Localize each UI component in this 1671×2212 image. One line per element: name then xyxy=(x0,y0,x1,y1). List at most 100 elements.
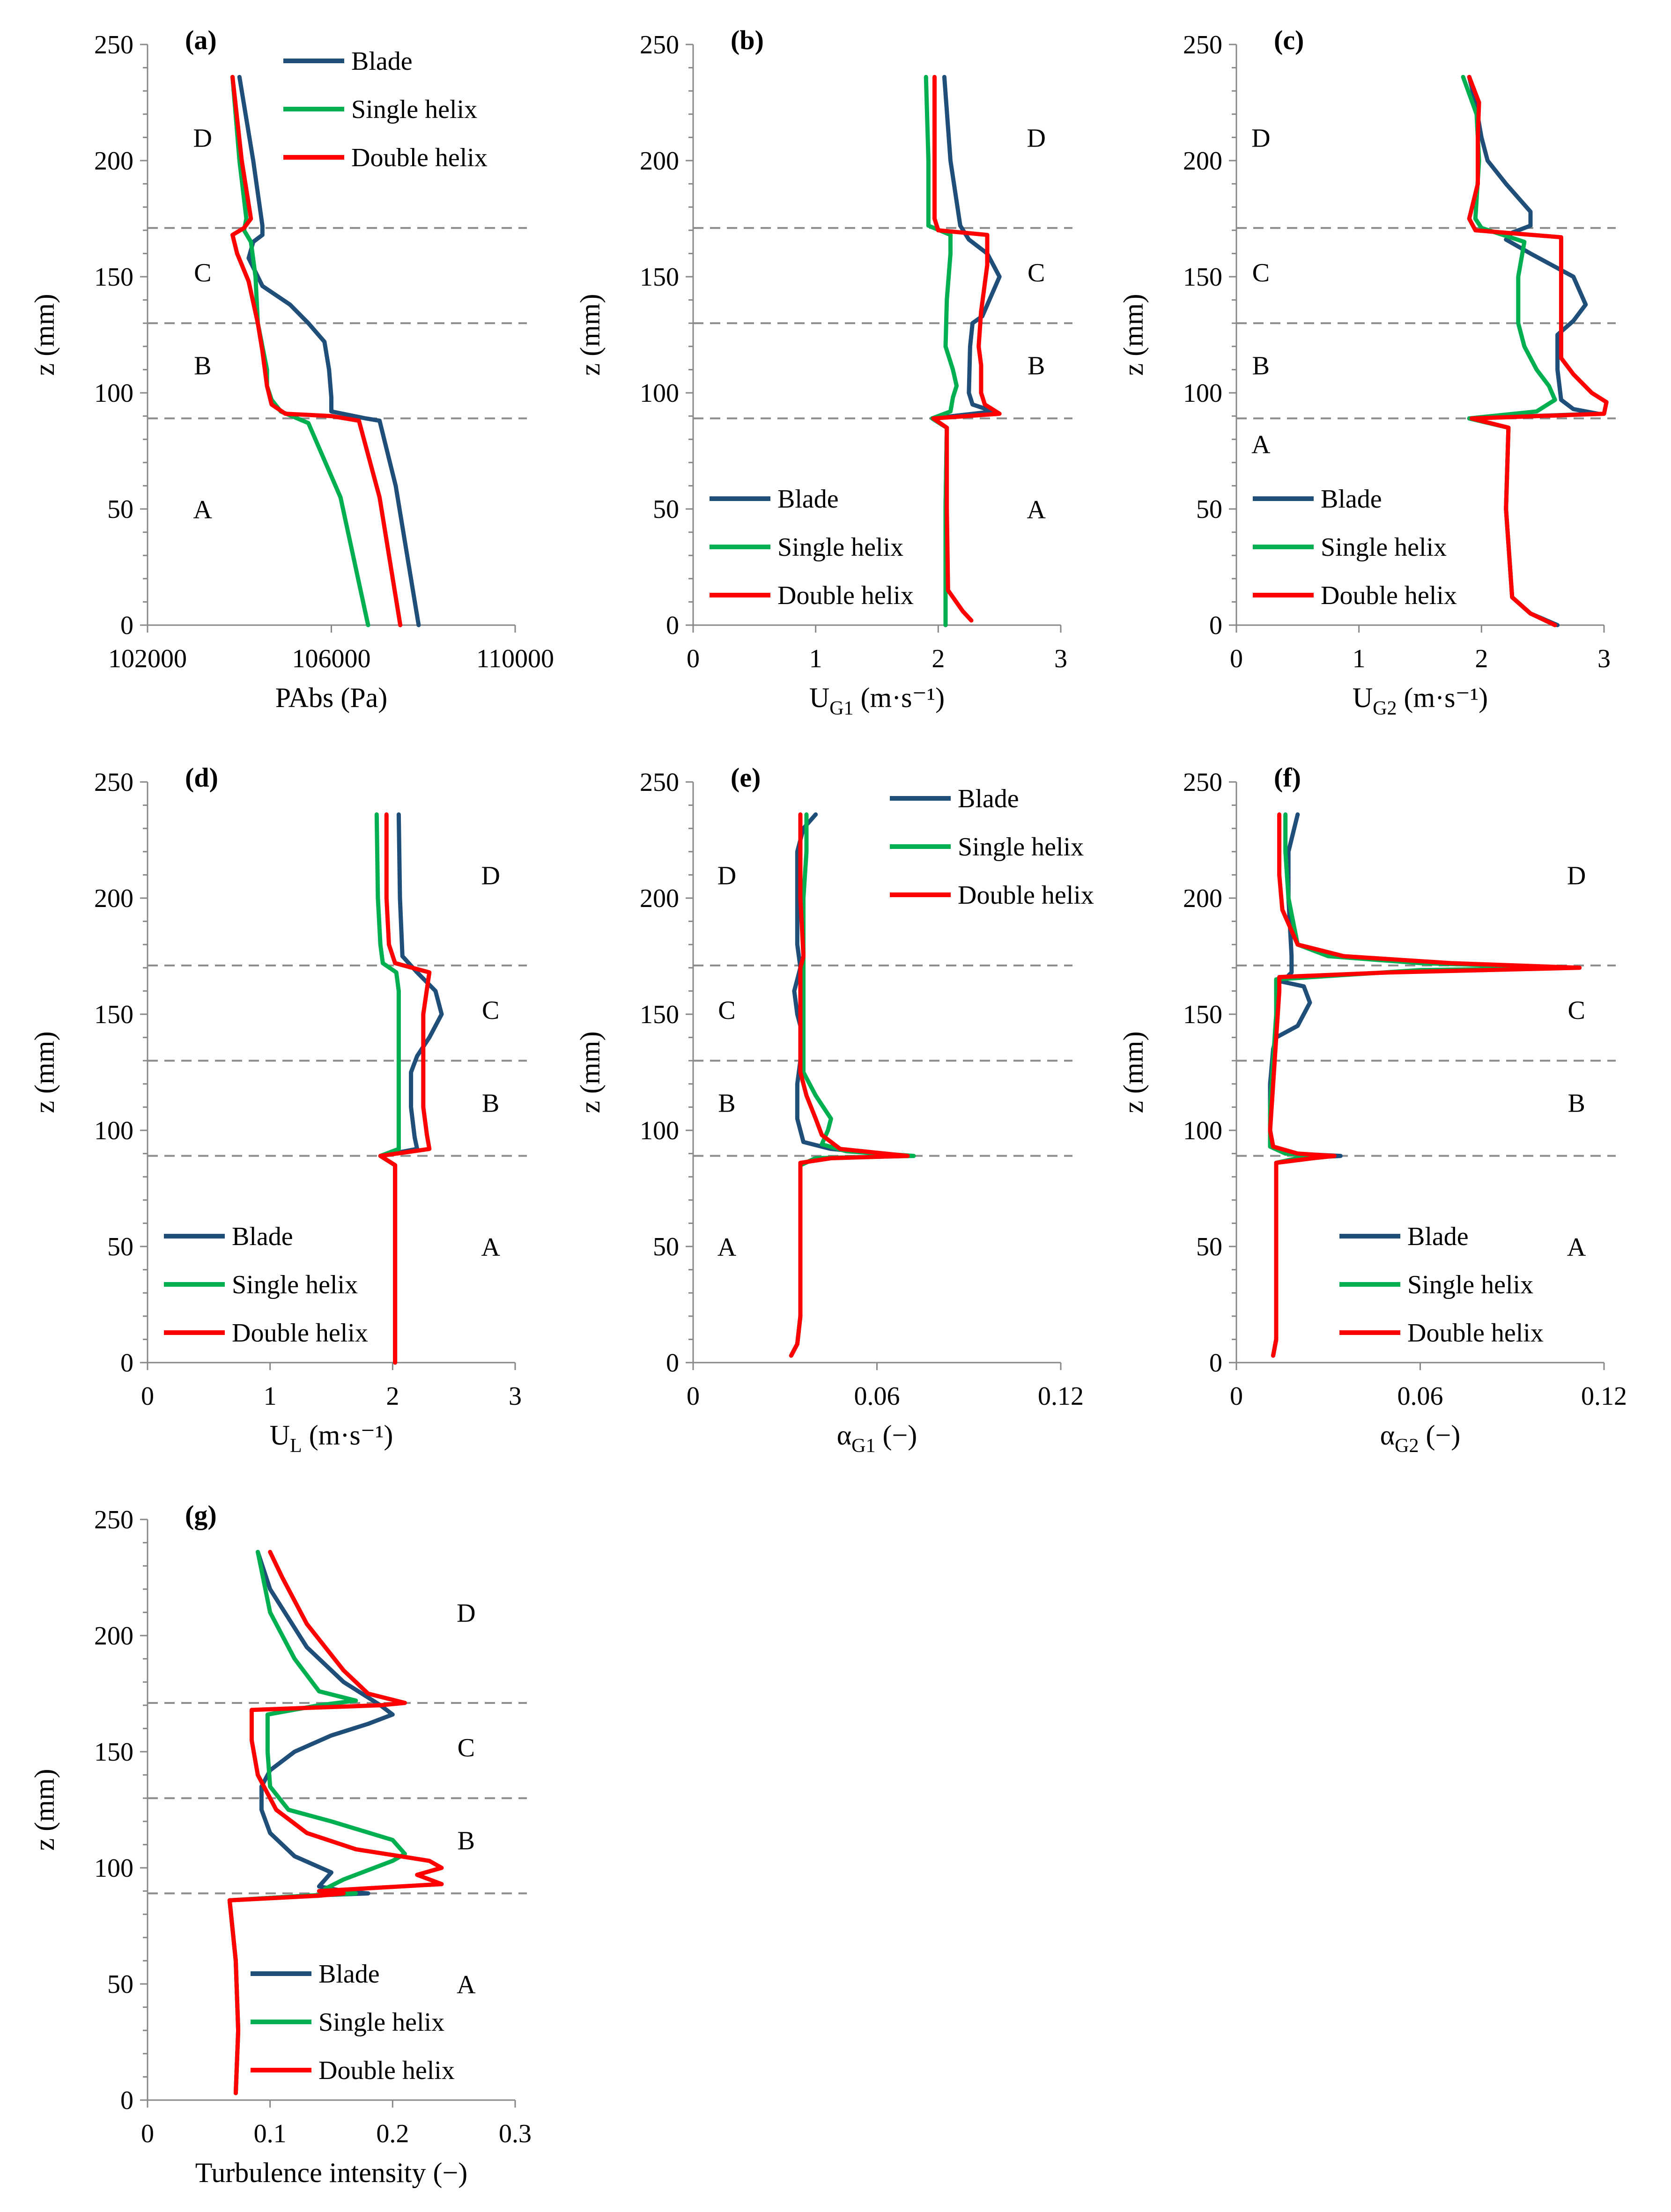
x-axis-title: αG2 (−) xyxy=(1380,1420,1461,1457)
y-tick-label: 150 xyxy=(640,263,679,292)
x-axis-title-unit: (−) xyxy=(875,1420,917,1451)
series-line-double-helix xyxy=(931,74,1002,623)
y-tick-label: 200 xyxy=(94,884,133,913)
zone-label: B xyxy=(1252,351,1270,380)
x-tick-label: 0 xyxy=(141,1382,154,1411)
legend-label: Single helix xyxy=(351,95,477,124)
x-axis-title: UG1 (m·s⁻¹) xyxy=(809,682,945,719)
y-tick-label: 200 xyxy=(94,1622,133,1651)
y-tick-label: 0 xyxy=(1209,611,1222,640)
x-axis-title-unit: (−) xyxy=(1419,1420,1460,1451)
zone-label: C xyxy=(1252,258,1270,288)
zone-label: C xyxy=(718,996,735,1025)
chart-panel-c: 0 50 100 150 200 250 0 1 2 3 A B C D Blade Single helix… xyxy=(1118,25,1616,719)
chart-panel-a: 0 50 100 150 200 250 102000 106000 110000 A B C D Bla… xyxy=(29,25,554,713)
zone-label: C xyxy=(1028,258,1045,288)
zone-label: B xyxy=(718,1089,735,1118)
y-tick-label: 200 xyxy=(640,884,679,913)
legend-label: Blade xyxy=(777,485,839,514)
x-axis-title-unit: (m·s⁻¹) xyxy=(1397,682,1488,713)
y-tick-label: 150 xyxy=(640,1000,679,1029)
zone-label: D xyxy=(1251,124,1270,153)
y-axis-title: z (mm) xyxy=(29,1032,60,1113)
y-tick-label: 150 xyxy=(1183,1000,1222,1029)
y-tick-label: 250 xyxy=(1183,768,1222,797)
y-tick-label: 0 xyxy=(1209,1349,1222,1378)
x-tick-label: 0.3 xyxy=(499,2119,532,2148)
zone-label: D xyxy=(481,861,500,890)
zone-label: B xyxy=(194,351,211,380)
legend-label: Single helix xyxy=(958,833,1084,862)
x-tick-label: 2 xyxy=(1475,644,1488,673)
series-line-blade xyxy=(237,74,421,627)
y-tick-label: 100 xyxy=(94,1854,133,1883)
x-axis-title: Turbulence intensity (−) xyxy=(195,2157,468,2188)
zone-label: D xyxy=(1027,124,1045,153)
legend-label: Double helix xyxy=(318,2056,455,2085)
x-tick-label: 106000 xyxy=(292,644,371,673)
legend-label: Double helix xyxy=(351,143,488,172)
y-axis-title: z (mm) xyxy=(575,294,606,376)
zone-label: A xyxy=(1027,495,1046,524)
zone-label: C xyxy=(458,1733,475,1762)
y-tick-label: 250 xyxy=(94,1505,133,1534)
y-tick-label: 200 xyxy=(1183,147,1222,176)
x-tick-label: 3 xyxy=(1054,644,1067,673)
legend-label: Blade xyxy=(351,47,413,76)
chart-panel-e: 0 50 100 150 200 250 0 0.06 0.12 A B C D Blade Single … xyxy=(575,762,1094,1457)
y-tick-label: 100 xyxy=(94,1116,133,1145)
y-tick-label: 50 xyxy=(107,1232,133,1261)
chart-panel-f: 0 50 100 150 200 250 0 0.06 0.12 A B C D Blade Single … xyxy=(1118,762,1627,1457)
x-tick-label: 0.12 xyxy=(1581,1382,1627,1411)
y-tick-label: 50 xyxy=(653,495,679,524)
y-tick-label: 50 xyxy=(653,1232,679,1261)
x-axis-title: PAbs (Pa) xyxy=(275,682,388,713)
x-axis-title: UL (m·s⁻¹) xyxy=(270,1420,393,1457)
x-tick-label: 1 xyxy=(809,644,822,673)
x-axis-title-main: U xyxy=(270,1420,290,1451)
y-tick-label: 50 xyxy=(107,1970,133,1999)
zone-label: A xyxy=(193,495,213,524)
zone-label: C xyxy=(1567,996,1585,1025)
zone-label: D xyxy=(193,124,212,153)
y-tick-label: 100 xyxy=(94,379,133,408)
zone-label: D xyxy=(457,1599,475,1628)
y-tick-label: 0 xyxy=(120,1349,133,1378)
x-tick-label: 0.12 xyxy=(1038,1382,1084,1411)
chart-panel-b: 0 50 100 150 200 250 0 1 2 3 A B C D Blade Single helix… xyxy=(575,25,1072,719)
zone-label: A xyxy=(717,1233,737,1262)
zone-label: D xyxy=(1567,861,1586,890)
y-tick-label: 250 xyxy=(94,30,133,59)
x-axis-title-subscript: G1 xyxy=(851,1435,875,1457)
legend-label: Double helix xyxy=(777,581,914,610)
chart-panel-d: 0 50 100 150 200 250 0 1 2 3 A B C D Blade Single helix… xyxy=(29,762,527,1457)
panel-label: (e) xyxy=(731,762,761,793)
x-axis-title-main: U xyxy=(1353,682,1373,713)
legend-label: Single helix xyxy=(777,533,903,562)
x-tick-label: 3 xyxy=(1597,644,1611,673)
panel-label: (g) xyxy=(185,1500,217,1530)
y-tick-label: 50 xyxy=(107,495,133,524)
x-axis-title-subscript: L xyxy=(290,1435,302,1457)
zone-label: A xyxy=(1567,1233,1586,1262)
y-tick-label: 100 xyxy=(1183,379,1222,408)
x-axis-title-unit: (m·s⁻¹) xyxy=(302,1420,393,1451)
x-tick-label: 0 xyxy=(1230,644,1243,673)
y-tick-label: 50 xyxy=(1196,1232,1222,1261)
chart-panel-g: 0 50 100 150 200 250 0 0.1 0.2 0.3 A B C D Blade Single… xyxy=(29,1500,532,2188)
y-tick-label: 200 xyxy=(94,147,133,176)
x-axis-title: UG2 (m·s⁻¹) xyxy=(1353,682,1488,719)
y-tick-label: 200 xyxy=(1183,884,1222,913)
x-axis-title-main: α xyxy=(837,1420,851,1451)
panel-label: (f) xyxy=(1274,762,1301,793)
x-tick-label: 110000 xyxy=(476,644,554,673)
legend-label: Blade xyxy=(1407,1222,1469,1251)
x-tick-label: 1 xyxy=(264,1382,277,1411)
series-line-double-helix xyxy=(227,1549,444,2095)
legend-label: Single helix xyxy=(318,2008,444,2037)
x-tick-label: 0.06 xyxy=(854,1382,900,1411)
x-tick-label: 0 xyxy=(687,1382,700,1411)
legend-label: Double helix xyxy=(1321,581,1457,610)
